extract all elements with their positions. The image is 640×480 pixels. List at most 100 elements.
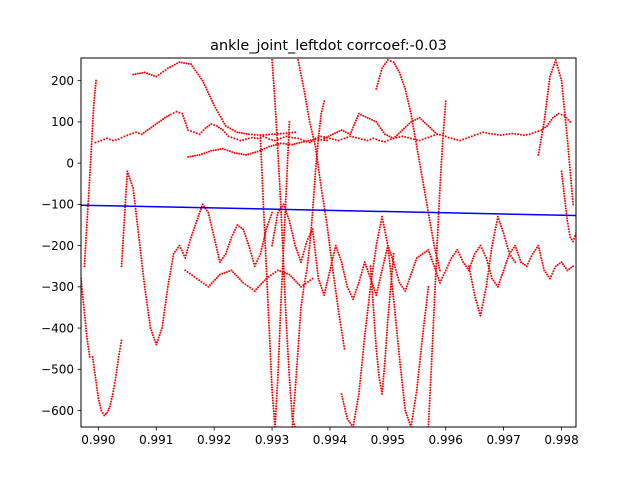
scatter-point: [178, 244, 181, 247]
scatter-point: [372, 262, 375, 265]
scatter-point: [234, 129, 236, 132]
scatter-point: [401, 285, 404, 288]
scatter-point: [498, 220, 501, 223]
scatter-point: [362, 266, 365, 269]
scatter-point: [277, 368, 280, 371]
scatter-point: [291, 232, 294, 235]
scatter-point: [417, 373, 420, 376]
scatter-point: [566, 217, 569, 220]
scatter-point: [283, 285, 286, 288]
scatter-point: [260, 171, 263, 174]
scatter-point: [374, 342, 377, 345]
scatter-point: [195, 132, 198, 135]
scatter-point: [150, 126, 153, 129]
scatter-point: [412, 127, 415, 130]
scatter-point: [89, 161, 92, 164]
scatter-point: [146, 303, 149, 306]
scatter-point: [505, 133, 508, 136]
scatter-point: [390, 275, 393, 278]
scatter-point: [396, 276, 399, 279]
scatter-point: [100, 409, 103, 412]
scatter-point: [331, 269, 334, 272]
scatter-point: [116, 361, 119, 364]
scatter-point: [271, 399, 274, 402]
scatter-point: [526, 262, 529, 265]
scatter-point: [112, 390, 115, 393]
scatter-point: [252, 260, 255, 263]
scatter-point: [298, 64, 301, 67]
scatter-point: [139, 246, 142, 249]
scatter-point: [436, 236, 439, 239]
scatter-point: [278, 175, 281, 178]
scatter-point: [341, 337, 344, 340]
scatter-point: [547, 88, 550, 91]
scatter-point: [91, 125, 94, 128]
scatter-point: [365, 265, 368, 268]
scatter-point: [141, 270, 144, 273]
scatter-point: [563, 113, 566, 116]
scatter-point: [391, 270, 394, 273]
scatter-point: [376, 289, 379, 292]
scatter-point: [363, 335, 366, 338]
scatter-point: [383, 365, 386, 368]
scatter-point: [412, 266, 415, 269]
scatter-point: [548, 80, 551, 83]
scatter-point: [144, 130, 147, 133]
scatter-point: [263, 231, 266, 234]
scatter-point: [494, 228, 497, 231]
scatter-point: [276, 149, 279, 152]
scatter-point: [410, 273, 412, 276]
scatter-point: [334, 284, 337, 287]
scatter-point: [329, 254, 332, 257]
scatter-point: [295, 376, 298, 379]
scatter-point: [409, 275, 412, 278]
scatter-point: [312, 235, 315, 238]
scatter-point: [279, 200, 282, 203]
scatter-point: [378, 77, 381, 80]
scatter-point: [399, 366, 402, 369]
scatter-point: [233, 272, 236, 275]
scatter-point: [283, 290, 286, 293]
scatter-point: [353, 415, 356, 418]
scatter-point: [298, 256, 301, 259]
scatter-point: [485, 131, 488, 134]
scatter-point: [411, 418, 414, 421]
scatter-point: [346, 417, 349, 420]
scatter-point: [117, 358, 120, 361]
scatter-point: [136, 225, 139, 228]
scatter-point: [139, 72, 142, 75]
scatter-point: [373, 321, 376, 324]
scatter-series: [340, 215, 430, 427]
scatter-point: [263, 223, 266, 226]
scatter-point: [342, 400, 345, 403]
scatter-point: [278, 180, 281, 183]
scatter-point: [353, 124, 356, 127]
scatter-point: [427, 285, 430, 288]
scatter-point: [146, 129, 149, 132]
scatter-point: [491, 241, 494, 244]
scatter-point: [570, 182, 573, 185]
scatter-point: [418, 116, 421, 119]
scatter-point: [338, 318, 341, 321]
scatter-point: [550, 275, 553, 278]
scatter-point: [249, 249, 252, 252]
scatter-point: [212, 149, 215, 152]
scatter-point: [388, 257, 391, 260]
scatter-point: [316, 161, 319, 164]
scatter-series: [560, 170, 576, 243]
scatter-point: [276, 381, 279, 384]
scatter-point: [81, 295, 84, 298]
y-tick-label: −300: [41, 280, 74, 294]
scatter-series: [297, 59, 346, 350]
scatter-point: [398, 358, 401, 361]
scatter-point: [298, 327, 301, 330]
scatter-point: [566, 134, 569, 137]
scatter-point: [314, 138, 317, 141]
scatter-point: [283, 223, 286, 226]
scatter-point: [280, 288, 283, 291]
scatter-point: [113, 384, 116, 387]
scatter-point: [480, 312, 482, 315]
scatter-point: [190, 63, 192, 66]
scatter-point: [368, 291, 371, 294]
scatter-point: [314, 170, 317, 173]
